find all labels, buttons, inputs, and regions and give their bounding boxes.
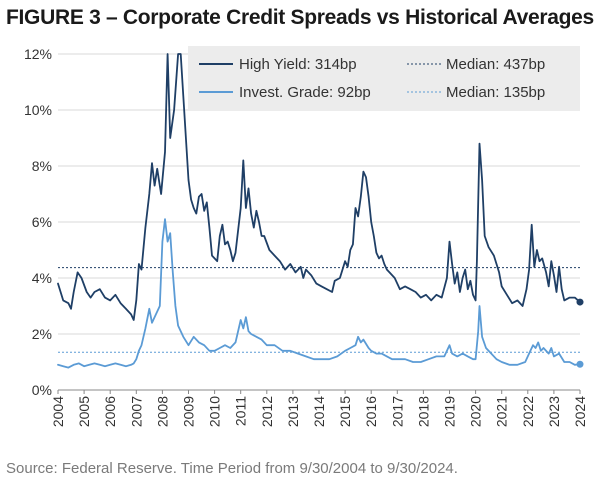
series-high-yield-line xyxy=(57,53,581,321)
y-tick-label: 8% xyxy=(32,158,52,174)
x-tick-label: 2023 xyxy=(546,396,562,427)
x-tick-label: 2012 xyxy=(259,396,275,427)
x-tick-label: 2024 xyxy=(572,396,588,427)
x-tick-label: 2019 xyxy=(442,396,458,427)
source-note: Source: Federal Reserve. Time Period fro… xyxy=(6,460,458,477)
x-tick-label: 2009 xyxy=(181,396,197,427)
x-tick-label: 2017 xyxy=(389,396,405,427)
x-tick-label: 2007 xyxy=(128,396,144,427)
x-tick-label: 2011 xyxy=(233,396,249,426)
x-tick-label: 2018 xyxy=(415,396,431,427)
legend-hy-median: Median: 437bp xyxy=(446,56,545,73)
x-tick-label: 2020 xyxy=(468,396,484,427)
legend-ig-median: Median: 135bp xyxy=(446,84,545,101)
x-tick-label: 2022 xyxy=(520,396,536,427)
series-invest-grade-line xyxy=(57,218,581,369)
x-tick-label: 2016 xyxy=(363,396,379,427)
median-lines xyxy=(58,267,580,353)
series-invest-grade-end-marker xyxy=(576,360,584,368)
y-tick-label: 12% xyxy=(24,46,52,62)
legend-invest-grade: Invest. Grade: 92bp xyxy=(239,84,371,101)
y-tick-label: 4% xyxy=(32,270,52,286)
series-lines xyxy=(57,53,584,369)
x-tick-label: 2015 xyxy=(337,396,353,427)
series-high-yield-end-marker xyxy=(576,298,584,306)
y-axis: 0% 2% 4% 6% 8% 10% 12% xyxy=(24,46,52,398)
credit-spreads-chart: 0%2%4%6%8%10%12% 2004 2005 2006 2007 2008 200… xyxy=(24,46,588,427)
y-tick-label: 0% xyxy=(32,382,52,398)
x-tick-label: 2013 xyxy=(285,396,301,427)
x-axis: 2004 2005 2006 2007 2008 2009 2010 2011 2012 2013… xyxy=(50,389,588,427)
x-tick-label: 2004 xyxy=(50,396,66,427)
x-tick-label: 2021 xyxy=(494,396,510,427)
figure-title: FIGURE 3 – Corporate Credit Spreads vs H… xyxy=(6,6,594,29)
y-tick-label: 2% xyxy=(32,326,52,342)
legend: High Yield: 314bp Median: 437bp Invest. … xyxy=(188,46,580,110)
y-tick-label: 6% xyxy=(32,214,52,230)
legend-high-yield: High Yield: 314bp xyxy=(239,56,357,73)
x-tick-label: 2008 xyxy=(154,396,170,427)
x-tick-label: 2010 xyxy=(207,396,223,427)
x-tick-label: 2014 xyxy=(311,396,327,427)
legend-background xyxy=(188,46,580,110)
y-tick-label: 10% xyxy=(24,102,52,118)
x-tick-label: 2006 xyxy=(102,396,118,427)
x-tick-label: 2005 xyxy=(76,396,92,427)
